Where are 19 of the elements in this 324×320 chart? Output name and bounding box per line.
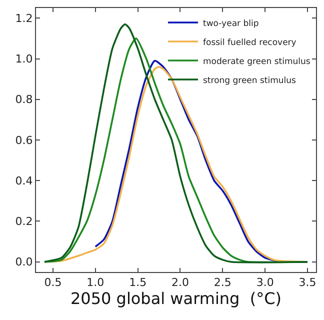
- y-tick-label: 0.4: [15, 174, 33, 188]
- x-tick-label: 3.5: [298, 276, 316, 290]
- y-tick-label: 0.0: [15, 256, 33, 269]
- y-tick-label: 0.6: [15, 134, 33, 147]
- legend-label: two-year blip: [203, 18, 259, 29]
- legend-label: fossil fuelled recovery: [203, 38, 296, 48]
- legend-label: moderate green stimulus: [203, 56, 311, 67]
- x-tick-label: 0.5: [44, 276, 62, 290]
- x-tick-label: 2.0: [171, 276, 189, 290]
- y-tick-label: 1.0: [15, 52, 33, 66]
- x-axis-title: 2050 global warming (°C): [70, 289, 282, 308]
- legend-label: strong green stimulus: [203, 76, 297, 86]
- y-tick-label: 0.8: [15, 93, 33, 106]
- x-tick-label: 3.0: [256, 276, 274, 290]
- y-tick-label: 1.2: [15, 12, 33, 25]
- x-tick-label: 2.5: [214, 276, 232, 290]
- y-tick-label: 0.2: [15, 215, 33, 228]
- x-tick-label: 1.5: [129, 276, 147, 290]
- x-tick-label: 1.0: [86, 276, 104, 290]
